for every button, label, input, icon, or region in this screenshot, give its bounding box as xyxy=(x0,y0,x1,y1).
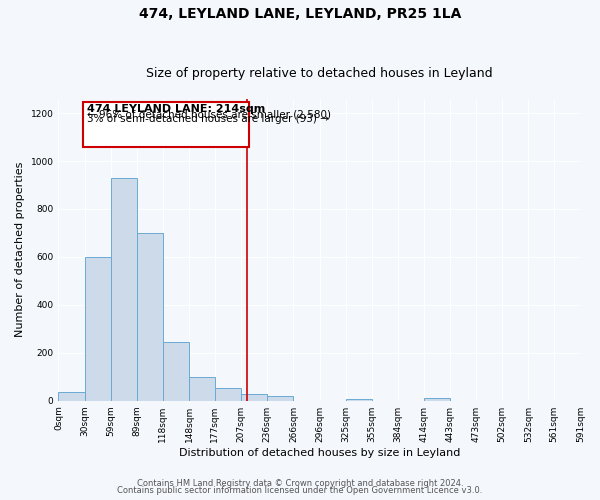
Bar xyxy=(189,376,215,400)
Text: 474 LEYLAND LANE: 214sqm: 474 LEYLAND LANE: 214sqm xyxy=(86,104,265,114)
Bar xyxy=(241,394,267,400)
Bar xyxy=(58,392,85,400)
Text: 3% of semi-detached houses are larger (93) →: 3% of semi-detached houses are larger (9… xyxy=(86,114,329,124)
Text: 474, LEYLAND LANE, LEYLAND, PR25 1LA: 474, LEYLAND LANE, LEYLAND, PR25 1LA xyxy=(139,8,461,22)
Title: Size of property relative to detached houses in Leyland: Size of property relative to detached ho… xyxy=(146,66,493,80)
Bar xyxy=(346,399,372,400)
Bar xyxy=(110,178,137,400)
Bar xyxy=(424,398,450,400)
Text: ← 96% of detached houses are smaller (2,580): ← 96% of detached houses are smaller (2,… xyxy=(86,110,331,120)
X-axis label: Distribution of detached houses by size in Leyland: Distribution of detached houses by size … xyxy=(179,448,460,458)
Bar xyxy=(215,388,241,400)
Text: Contains HM Land Registry data © Crown copyright and database right 2024.: Contains HM Land Registry data © Crown c… xyxy=(137,478,463,488)
Bar xyxy=(85,257,110,400)
Bar xyxy=(163,342,189,400)
Bar xyxy=(83,102,249,146)
Y-axis label: Number of detached properties: Number of detached properties xyxy=(15,162,25,338)
Bar xyxy=(267,396,293,400)
Text: Contains public sector information licensed under the Open Government Licence v3: Contains public sector information licen… xyxy=(118,486,482,495)
Bar xyxy=(137,233,163,400)
